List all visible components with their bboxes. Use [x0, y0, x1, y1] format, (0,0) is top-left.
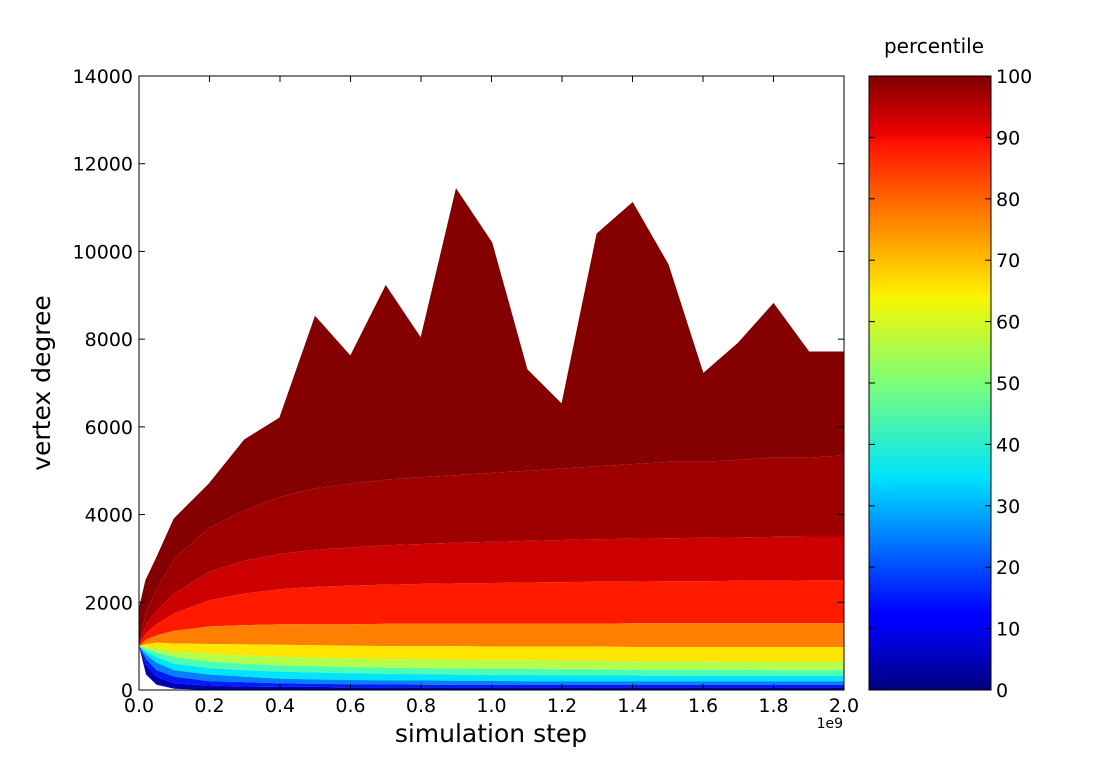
y-tick-label: 8000 — [85, 329, 133, 351]
percentile-band-40 — [139, 646, 844, 682]
y-tick-label: 12000 — [73, 154, 133, 176]
colorbar-tick-label: 0 — [996, 680, 1008, 702]
x-tick-label: 0.8 — [406, 695, 436, 717]
y-axis: 0 2000 4000 6000 8000 10000 12000 14000 — [73, 66, 844, 702]
x-tick-label: 0.6 — [335, 695, 365, 717]
x-offset-label: 1e9 — [817, 716, 843, 732]
colorbar-gradient — [869, 76, 991, 690]
percentile-band-30 — [139, 646, 844, 685]
colorbar-tick-label: 80 — [996, 189, 1020, 211]
percentile-band-60 — [139, 646, 844, 671]
x-tick-label: 1.4 — [617, 695, 647, 717]
x-tick-label: 1.0 — [476, 695, 506, 717]
colorbar: 0 10 20 30 40 50 60 70 80 90 100 percentile — [868, 34, 1032, 702]
percentile-band-70 — [139, 642, 844, 662]
percentile-band-50 — [139, 646, 844, 676]
y-tick-label: 10000 — [73, 241, 133, 263]
y-tick-label: 0 — [121, 680, 133, 702]
y-tick-label: 14000 — [73, 66, 133, 88]
percentile-band-90 — [139, 580, 844, 647]
max-percentile-line — [139, 188, 844, 612]
y-tick-label: 2000 — [85, 592, 133, 614]
colorbar-label: percentile — [884, 34, 984, 58]
x-tick-label: 2.0 — [829, 695, 859, 717]
colorbar-ticks: 0 10 20 30 40 50 60 70 80 90 100 — [869, 66, 1032, 702]
percentile-band-99 — [139, 455, 844, 647]
colorbar-tick-label: 70 — [996, 250, 1020, 272]
colorbar-tick-label: 40 — [996, 434, 1020, 456]
plot-area: 0.0 0.2 0.4 0.6 0.8 1.0 1.2 1.4 1.6 1.8 2.0 0 2000 4… — [27, 66, 859, 748]
y-axis-label: vertex degree — [27, 295, 56, 471]
colorbar-tick-label: 10 — [996, 619, 1020, 641]
colorbar-tick-label: 100 — [996, 66, 1032, 88]
x-tick-label: 0.0 — [124, 695, 154, 717]
y-tick-label: 4000 — [85, 505, 133, 527]
percentile-band-80 — [139, 623, 844, 647]
x-tick-label: 1.2 — [547, 695, 577, 717]
x-axis-label: simulation step — [395, 719, 587, 748]
y-tick-label: 6000 — [85, 417, 133, 439]
percentile-bands — [139, 188, 844, 690]
x-tick-label: 1.8 — [758, 695, 788, 717]
x-tick-label: 0.4 — [265, 695, 295, 717]
colorbar-tick-label: 30 — [996, 496, 1020, 518]
x-axis: 0.0 0.2 0.4 0.6 0.8 1.0 1.2 1.4 1.6 1.8 2.0 — [124, 76, 859, 717]
colorbar-tick-label: 50 — [996, 373, 1020, 395]
colorbar-tick-label: 90 — [996, 127, 1020, 149]
x-tick-label: 1.6 — [688, 695, 718, 717]
percentile-band-100 — [139, 190, 844, 647]
percentile-band-95 — [139, 536, 844, 647]
colorbar-tick-label: 20 — [996, 557, 1020, 579]
x-tick-label: 0.2 — [194, 695, 224, 717]
colorbar-tick-label: 60 — [996, 312, 1020, 334]
percentile-band-20 — [139, 646, 844, 688]
